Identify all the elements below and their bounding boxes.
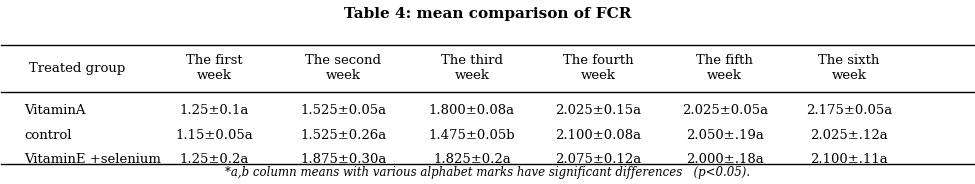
Text: 2.025±0.15a: 2.025±0.15a: [556, 104, 642, 117]
Text: 2.025±.12a: 2.025±.12a: [810, 129, 888, 142]
Text: 1.525±0.05a: 1.525±0.05a: [300, 104, 386, 117]
Text: 2.075±0.12a: 2.075±0.12a: [555, 153, 642, 166]
Text: The second
week: The second week: [305, 54, 381, 82]
Text: 1.525±0.26a: 1.525±0.26a: [300, 129, 386, 142]
Text: Treated group: Treated group: [28, 62, 125, 75]
Text: 2.175±0.05a: 2.175±0.05a: [806, 104, 892, 117]
Text: 2.050±.19a: 2.050±.19a: [685, 129, 763, 142]
Text: 1.25±0.2a: 1.25±0.2a: [179, 153, 249, 166]
Text: control: control: [24, 129, 71, 142]
Text: 1.875±0.30a: 1.875±0.30a: [300, 153, 386, 166]
Text: *a,b column means with various alphabet marks have significant differences   (p<: *a,b column means with various alphabet …: [225, 166, 750, 179]
Text: 2.100±0.08a: 2.100±0.08a: [556, 129, 642, 142]
Text: 2.025±0.05a: 2.025±0.05a: [682, 104, 767, 117]
Text: 1.15±0.05a: 1.15±0.05a: [176, 129, 254, 142]
Text: The third
week: The third week: [441, 54, 503, 82]
Text: The sixth
week: The sixth week: [818, 54, 879, 82]
Text: VitaminA: VitaminA: [24, 104, 86, 117]
Text: VitaminE +selenium: VitaminE +selenium: [24, 153, 161, 166]
Text: The first
week: The first week: [186, 54, 243, 82]
Text: The fourth
week: The fourth week: [563, 54, 634, 82]
Text: 1.25±0.1a: 1.25±0.1a: [179, 104, 249, 117]
Text: 2.100±.11a: 2.100±.11a: [810, 153, 888, 166]
Text: Table 4: mean comparison of FCR: Table 4: mean comparison of FCR: [344, 7, 631, 21]
Text: 2.000±.18a: 2.000±.18a: [685, 153, 763, 166]
Text: 1.800±0.08a: 1.800±0.08a: [429, 104, 515, 117]
Text: 1.825±0.2a: 1.825±0.2a: [433, 153, 511, 166]
Text: The fifth
week: The fifth week: [696, 54, 753, 82]
Text: 1.475±0.05b: 1.475±0.05b: [429, 129, 515, 142]
